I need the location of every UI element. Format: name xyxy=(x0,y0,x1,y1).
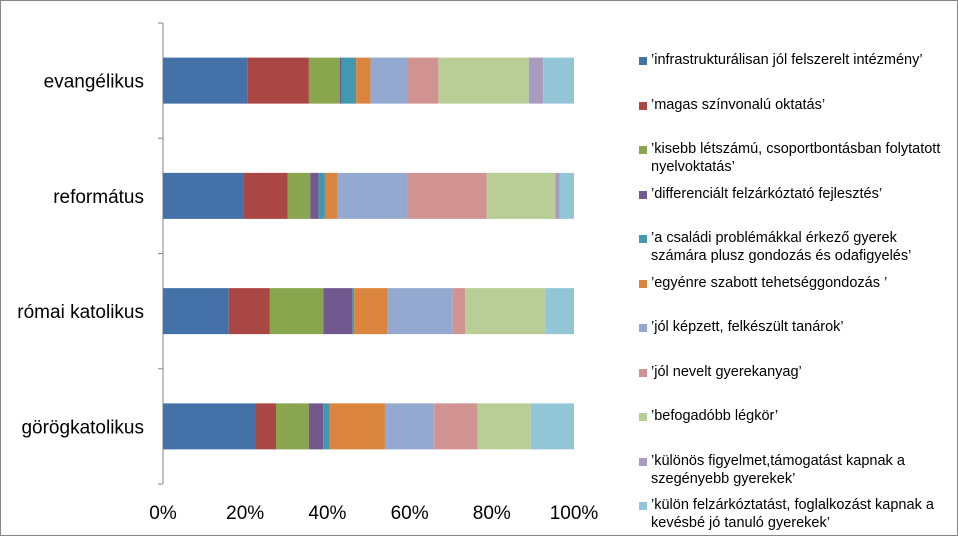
bar-segment xyxy=(323,288,353,335)
bar-segment xyxy=(329,403,385,450)
legend-label: ’infrastrukturálisan jól felszerelt inté… xyxy=(651,52,923,68)
bar-segment xyxy=(438,57,529,104)
legend-swatch xyxy=(639,369,647,377)
x-tick-label: 80% xyxy=(473,503,511,524)
bar-segment xyxy=(543,57,574,104)
bar-segment xyxy=(352,288,355,335)
bar-segment xyxy=(356,57,371,104)
bar-segment xyxy=(434,403,478,450)
legend-item: ’jól nevelt gyerekanyag’ xyxy=(639,363,955,381)
bar-segment xyxy=(337,172,408,219)
bar-segment xyxy=(247,57,309,104)
bar-segment xyxy=(528,57,544,104)
bar-segment xyxy=(323,403,330,450)
legend-label: ’magas színvonalú oktatás’ xyxy=(651,97,826,113)
bar-segment xyxy=(228,288,270,335)
legend-swatch xyxy=(639,324,647,332)
x-tick-label: 20% xyxy=(226,503,264,524)
bar-segment xyxy=(555,172,560,219)
bar-segment xyxy=(339,57,342,104)
bar-segment xyxy=(530,403,574,450)
legend-item: ’egyénre szabott tehetséggondozás ’ xyxy=(639,274,955,292)
bar-layer xyxy=(163,57,574,450)
bar-segment xyxy=(163,57,248,104)
legend-swatch xyxy=(639,458,647,466)
bar-segment xyxy=(310,172,319,219)
legend-item: ’külön felzárkóztatást, foglalkozást kap… xyxy=(639,496,955,532)
bar-segment xyxy=(308,403,324,450)
bar-segment xyxy=(452,288,466,335)
bar-segment xyxy=(407,172,487,219)
legend-item: ’különös figyelmet,támogatást kapnak a s… xyxy=(639,452,955,488)
bar-segment xyxy=(318,172,325,219)
legend-swatch xyxy=(639,146,647,154)
axis-layer xyxy=(158,22,164,485)
bar-segment xyxy=(386,288,453,335)
bar-segment xyxy=(384,403,435,450)
bar-segment xyxy=(308,57,340,104)
legend-item: ’differenciált felzárkóztató fejlesztés’ xyxy=(639,185,955,203)
legend-item: ’befogadóbb légkör’ xyxy=(639,407,955,425)
bar-segment xyxy=(324,172,338,219)
legend-swatch xyxy=(639,280,647,288)
legend-label: ’befogadóbb légkör’ xyxy=(651,408,779,424)
x-tick-label: 0% xyxy=(149,503,177,524)
bar-segment xyxy=(486,172,556,219)
legend-swatch xyxy=(639,413,647,421)
legend-label: ’differenciált felzárkóztató fejlesztés’ xyxy=(651,186,883,202)
bar-segment xyxy=(477,403,531,450)
legend-swatch xyxy=(639,235,647,243)
legend-swatch xyxy=(639,191,647,199)
legend-swatch xyxy=(639,502,647,510)
bar-segment xyxy=(545,288,574,335)
bar-segment xyxy=(269,288,324,335)
legend-item: ’kisebb létszámú, csoportbontásban folyt… xyxy=(639,140,955,176)
bar-segment xyxy=(163,288,229,335)
bar-segment xyxy=(255,403,277,450)
x-tick-label: 100% xyxy=(550,503,599,524)
bar-segment xyxy=(354,288,387,335)
legend-label: ’kisebb létszámú, csoportbontásban folyt… xyxy=(651,141,941,175)
category-label: római katolikus xyxy=(17,302,144,323)
bar-segment xyxy=(287,172,311,219)
legend-label: ’külön felzárkóztatást, foglalkozást kap… xyxy=(651,497,934,531)
label-layer: 0% 20% 40% 60% 80% 100% evangélikus református r… xyxy=(17,72,598,524)
legend-label: ’egyénre szabott tehetséggondozás ’ xyxy=(651,275,888,291)
legend-label: ’jól képzett, felkészült tanárok’ xyxy=(651,319,844,335)
bar-segment xyxy=(370,57,408,104)
legend-item: ’a családi problémákkal érkező gyerek sz… xyxy=(639,229,955,265)
bar-segment xyxy=(465,288,546,335)
bar-segment xyxy=(163,403,256,450)
legend-swatch xyxy=(639,57,647,65)
legend-swatch xyxy=(639,102,647,110)
legend-label: ’különös figyelmet,támogatást kapnak a s… xyxy=(651,453,905,487)
legend-label: ’a családi problémákkal érkező gyerek sz… xyxy=(651,230,912,264)
bar-segment xyxy=(276,403,309,450)
legend-item: ’magas színvonalú oktatás’ xyxy=(639,96,955,114)
x-tick-label: 60% xyxy=(391,503,429,524)
legend-item: ’infrastrukturálisan jól felszerelt inté… xyxy=(639,51,955,69)
category-label: evangélikus xyxy=(44,72,144,93)
bar-segment xyxy=(559,172,574,219)
legend-label: ’jól nevelt gyerekanyag’ xyxy=(651,364,802,380)
bar-segment xyxy=(341,57,357,104)
bar-segment xyxy=(243,172,288,219)
category-label: görögkatolikus xyxy=(21,417,144,438)
legend-item: ’jól képzett, felkészült tanárok’ xyxy=(639,318,955,336)
bar-segment xyxy=(407,57,439,104)
bar-segment xyxy=(163,172,244,219)
category-label: református xyxy=(53,187,144,208)
x-tick-label: 40% xyxy=(308,503,346,524)
